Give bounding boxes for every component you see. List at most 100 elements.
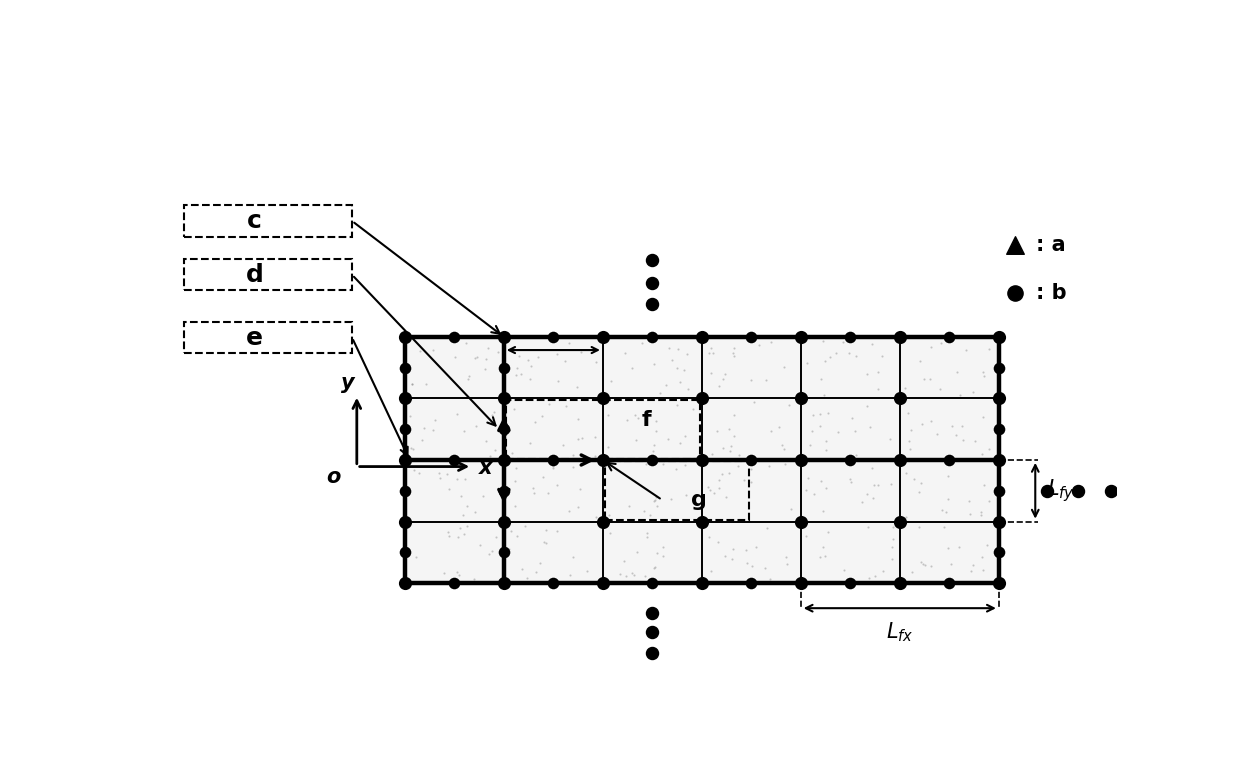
Point — [900, 442, 920, 455]
Point — [921, 414, 941, 427]
Point — [644, 562, 663, 574]
Point — [723, 543, 743, 556]
Point — [858, 521, 878, 533]
Point — [841, 331, 861, 343]
Point — [713, 372, 733, 385]
Point — [635, 570, 655, 582]
Point — [802, 424, 822, 437]
Point — [738, 557, 758, 570]
Point — [744, 396, 764, 408]
Point — [818, 407, 838, 419]
Point — [448, 408, 467, 421]
Point — [627, 546, 647, 558]
Point — [423, 424, 443, 436]
Point — [475, 362, 495, 375]
Point — [642, 646, 662, 659]
Point — [656, 379, 676, 392]
Point — [528, 351, 548, 363]
Point — [677, 348, 697, 360]
Point — [857, 368, 877, 380]
Point — [728, 460, 748, 473]
Point — [667, 362, 687, 374]
Text: o: o — [326, 467, 341, 487]
Point — [536, 525, 556, 537]
Point — [543, 459, 563, 472]
Point — [479, 341, 498, 354]
Point — [472, 490, 492, 502]
Point — [833, 336, 853, 348]
Point — [621, 566, 641, 579]
Point — [701, 483, 720, 496]
Point — [430, 472, 450, 484]
Point — [951, 420, 971, 432]
Point — [901, 566, 921, 578]
Point — [683, 403, 703, 415]
Point — [897, 467, 916, 480]
Point — [692, 577, 712, 589]
Point — [937, 470, 957, 483]
Point — [402, 442, 422, 454]
Point — [971, 506, 991, 518]
Point — [1006, 287, 1025, 300]
Point — [776, 551, 796, 563]
Point — [394, 546, 414, 559]
Point — [712, 468, 732, 480]
Point — [709, 482, 729, 494]
Point — [521, 359, 541, 372]
Point — [1101, 484, 1121, 497]
Point — [543, 577, 563, 589]
Point — [868, 365, 888, 378]
Point — [394, 484, 414, 497]
Point — [838, 346, 858, 359]
Point — [425, 414, 445, 426]
Point — [568, 433, 588, 445]
Point — [826, 347, 846, 359]
Point — [797, 357, 817, 369]
Point — [618, 414, 637, 426]
Point — [758, 522, 777, 535]
Point — [671, 376, 691, 388]
Point — [737, 544, 756, 556]
Point — [622, 362, 642, 374]
Point — [455, 473, 475, 486]
Point — [480, 548, 500, 560]
Point — [650, 387, 670, 400]
Point — [692, 515, 712, 528]
Point — [844, 573, 864, 586]
Point — [585, 431, 605, 443]
Point — [914, 373, 934, 386]
Point — [508, 350, 528, 362]
Bar — [603, 521, 702, 583]
Point — [941, 558, 961, 570]
Point — [439, 529, 459, 542]
Bar — [900, 521, 998, 583]
Bar — [404, 337, 503, 398]
Point — [692, 454, 712, 466]
Point — [1068, 484, 1087, 497]
Point — [645, 494, 665, 507]
Point — [811, 372, 831, 385]
Point — [394, 515, 414, 528]
Point — [570, 483, 590, 496]
Point — [868, 383, 888, 396]
Point — [724, 430, 744, 442]
Point — [548, 374, 568, 386]
Point — [921, 341, 941, 353]
Point — [811, 475, 831, 487]
Point — [965, 435, 985, 448]
Text: $L_{fx}$: $L_{fx}$ — [887, 620, 914, 644]
Point — [547, 479, 567, 491]
Point — [511, 368, 531, 380]
Point — [796, 530, 816, 542]
Point — [988, 392, 1008, 404]
Point — [563, 551, 583, 563]
Point — [458, 520, 477, 532]
Point — [641, 508, 661, 521]
Point — [947, 365, 967, 378]
Point — [520, 437, 539, 449]
Point — [563, 449, 583, 462]
Point — [394, 362, 414, 374]
Point — [862, 338, 882, 351]
Point — [458, 501, 477, 513]
Point — [494, 392, 513, 404]
